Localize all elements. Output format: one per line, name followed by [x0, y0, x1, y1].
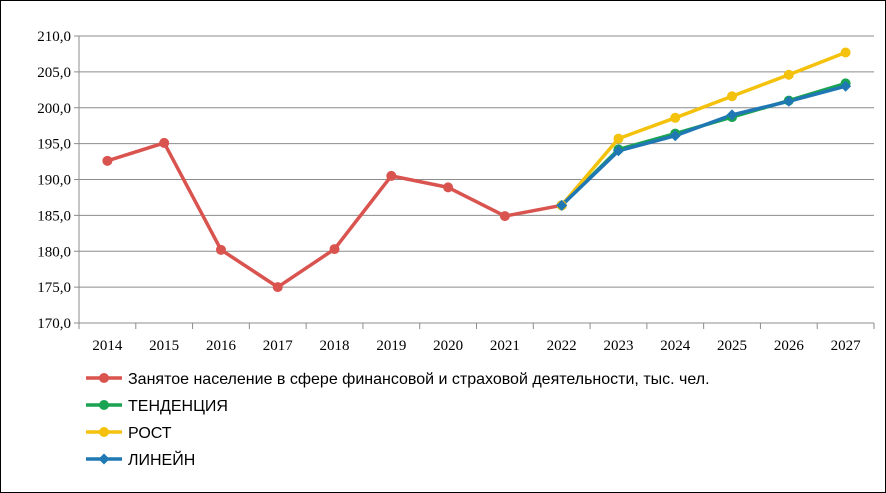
legend-label-linear: ЛИНЕЙН [128, 450, 195, 469]
data-point-growth [727, 91, 738, 102]
legend-swatch-marker-trend [99, 400, 109, 410]
x-tick-label: 2022 [547, 338, 577, 354]
data-point-actual [272, 282, 283, 293]
series-line-growth [560, 50, 847, 207]
x-tick-label: 2014 [92, 338, 123, 354]
data-point-actual [102, 155, 113, 166]
legend-swatch-marker-actual [99, 373, 109, 383]
data-point-actual [443, 182, 454, 193]
y-tick-label: 190,0 [37, 173, 71, 189]
data-point-actual [159, 137, 170, 148]
data-point-growth [613, 133, 624, 144]
legend-swatch-marker-linear [98, 453, 110, 465]
x-tick-label: 2020 [433, 338, 463, 354]
legend-swatch-marker-growth [99, 427, 109, 437]
y-tick-label: 210,0 [37, 29, 71, 45]
series-markers [102, 47, 852, 293]
legend: Занятое население в сфере финансовой и с… [86, 371, 710, 469]
legend-label-growth: РОСТ [128, 425, 172, 442]
data-point-actual [499, 211, 510, 222]
data-point-linear [783, 95, 795, 107]
y-tick-labels: 170,0 175,0 180,0 185,0 190,0 195,0 200,0 205,0… [37, 29, 71, 332]
x-tick-label: 2015 [149, 338, 179, 354]
legend-label-trend: ТЕНДЕНЦИЯ [128, 398, 228, 415]
y-tick-label: 170,0 [37, 316, 71, 332]
y-tick-label: 175,0 [37, 280, 71, 296]
data-point-actual [329, 244, 340, 255]
x-tick-label: 2021 [490, 338, 520, 354]
data-point-linear [840, 80, 852, 92]
axes [74, 35, 875, 329]
grid-lines [79, 35, 874, 324]
data-point-growth [840, 47, 851, 58]
x-tick-labels: 2014 2015 2016 2017 2018 2019 2020 2021 2022 2023… [92, 338, 861, 354]
series-line-linear [560, 84, 847, 207]
data-point-linear [726, 109, 738, 121]
legend-label-actual: Занятое население в сфере финансовой и с… [128, 371, 710, 388]
data-point-actual [215, 244, 226, 255]
data-point-growth [670, 112, 681, 123]
x-tick-label: 2027 [831, 338, 862, 354]
data-point-actual [386, 170, 397, 181]
y-tick-label: 200,0 [37, 101, 71, 117]
y-tick-label: 195,0 [37, 137, 71, 153]
data-point-linear [669, 130, 681, 142]
y-tick-label: 180,0 [37, 244, 71, 260]
x-tick-label: 2024 [660, 338, 691, 354]
series-line-trend [560, 81, 847, 207]
data-point-linear [556, 199, 568, 211]
y-tick-label: 185,0 [37, 208, 71, 224]
x-tick-label: 2017 [263, 338, 294, 354]
x-tick-label: 2019 [376, 338, 406, 354]
x-tick-label: 2025 [717, 338, 747, 354]
x-tick-label: 2023 [603, 338, 633, 354]
x-tick-label: 2018 [320, 338, 350, 354]
x-tick-label: 2026 [774, 338, 805, 354]
data-point-linear [612, 145, 624, 157]
x-tick-label: 2016 [206, 338, 237, 354]
data-point-growth [783, 69, 794, 80]
y-tick-label: 205,0 [37, 65, 71, 81]
